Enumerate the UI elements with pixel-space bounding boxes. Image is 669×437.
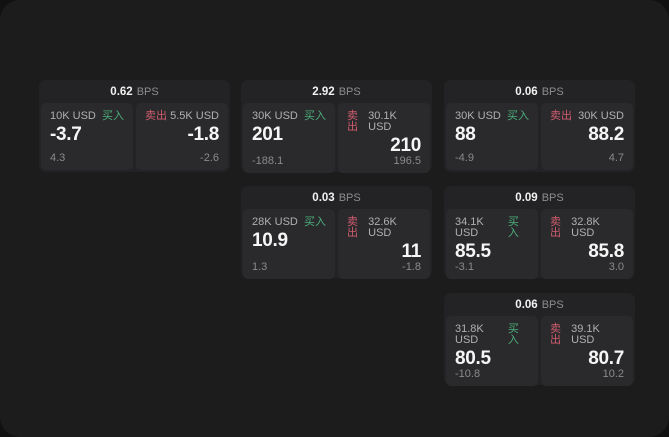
bps-unit-label: BPS: [541, 298, 564, 311]
sell-panel[interactable]: 卖出 32.8K USD 85.8 3.0: [541, 209, 633, 279]
buy-price: 80.5: [455, 348, 491, 369]
bps-unit-label: BPS: [541, 85, 564, 98]
card-header: 0.03 BPS: [243, 186, 430, 209]
sell-price: 85.8: [588, 241, 624, 262]
card-header: 2.92 BPS: [243, 80, 430, 103]
buy-panel[interactable]: 34.1K USD 买入 85.5 -3.1: [446, 209, 538, 279]
buy-price: 85.5: [455, 241, 491, 262]
sell-change: 4.7: [608, 152, 624, 164]
bps-card: 0.62 BPS 10K USD 买入 -3.7 4.3 卖出 5.5K USD…: [39, 80, 230, 172]
sell-label: 卖出: [347, 216, 358, 239]
sell-price: 11: [401, 241, 422, 262]
sell-amount: 30K USD: [578, 110, 624, 122]
sell-panel[interactable]: 卖出 5.5K USD -1.8 -2.6: [136, 103, 228, 170]
buy-price: 10.9: [252, 230, 288, 251]
sell-label: 卖出: [347, 110, 358, 133]
sell-panel[interactable]: 卖出 39.1K USD 80.7 10.2: [541, 316, 633, 386]
sell-label: 卖出: [550, 110, 572, 122]
quote-panels: 34.1K USD 买入 85.5 -3.1 卖出 32.8K USD 85.8…: [446, 209, 633, 279]
buy-panel[interactable]: 28K USD 买入 10.9 1.3: [243, 209, 335, 279]
bps-unit-label: BPS: [541, 191, 564, 204]
buy-panel[interactable]: 10K USD 买入 -3.7 4.3: [41, 103, 133, 170]
sell-change: 196.5: [393, 154, 421, 167]
buy-change: 4.3: [50, 152, 66, 164]
buy-panel[interactable]: 31.8K USD 买入 80.5 -10.8: [446, 316, 538, 386]
buy-amount: 30K USD: [252, 110, 298, 122]
sell-label: 卖出: [145, 110, 167, 122]
sell-panel[interactable]: 卖出 32.6K USD 11 -1.8: [338, 209, 430, 279]
sell-amount: 5.5K USD: [170, 110, 219, 122]
buy-amount: 34.1K USD: [455, 216, 484, 239]
card-header: 0.62 BPS: [41, 80, 228, 103]
buy-price: -3.7: [50, 124, 82, 145]
bps-value: 2.92: [312, 85, 335, 98]
bps-value: 0.06: [515, 85, 538, 98]
card-header: 0.09 BPS: [446, 186, 633, 209]
buy-change: 1.3: [252, 260, 268, 273]
sell-amount: 32.8K USD: [571, 216, 600, 239]
quote-panels: 31.8K USD 买入 80.5 -10.8 卖出 39.1K USD 80.…: [446, 316, 633, 386]
buy-label: 买入: [304, 216, 326, 228]
quote-panels: 28K USD 买入 10.9 1.3 卖出 32.6K USD 11 -1.8: [243, 209, 430, 279]
buy-label: 买入: [507, 216, 519, 239]
sell-amount: 32.6K USD: [368, 216, 397, 239]
buy-label: 买入: [507, 323, 519, 346]
quote-panels: 10K USD 买入 -3.7 4.3 卖出 5.5K USD -1.8 -2.…: [41, 103, 228, 170]
bps-card: 0.09 BPS 34.1K USD 买入 85.5 -3.1 卖出 32.8K…: [444, 186, 635, 279]
card-header: 0.06 BPS: [446, 293, 633, 316]
card-header: 0.06 BPS: [446, 80, 633, 103]
sell-price: 88.2: [588, 124, 624, 145]
sell-change: -1.8: [402, 260, 421, 273]
sell-amount: 30.1K USD: [368, 110, 397, 133]
bps-card: 0.06 BPS 31.8K USD 买入 80.5 -10.8 卖出 39.1…: [444, 293, 635, 386]
buy-change: -10.8: [455, 367, 481, 380]
bps-unit-label: BPS: [338, 85, 361, 98]
sell-label: 卖出: [550, 323, 561, 346]
buy-panel[interactable]: 30K USD 买入 201 -188.1: [243, 103, 335, 173]
sell-price: -1.8: [187, 124, 219, 145]
buy-amount: 10K USD: [50, 110, 96, 122]
bps-card: 2.92 BPS 30K USD 买入 201 -188.1 卖出 30.1K …: [241, 80, 432, 173]
bps-value: 0.09: [515, 191, 538, 204]
buy-change: -4.9: [455, 152, 474, 164]
bps-card: 0.03 BPS 28K USD 买入 10.9 1.3 卖出 32.6K US…: [241, 186, 432, 279]
sell-change: 10.2: [602, 367, 624, 380]
quote-panels: 30K USD 买入 88 -4.9 卖出 30K USD 88.2 4.7: [446, 103, 633, 170]
quote-panels: 30K USD 买入 201 -188.1 卖出 30.1K USD 210 1…: [243, 103, 430, 173]
bps-value: 0.06: [515, 298, 538, 311]
sell-change: 3.0: [608, 260, 624, 273]
sell-change: -2.6: [200, 152, 219, 164]
buy-amount: 31.8K USD: [455, 323, 484, 346]
buy-panel[interactable]: 30K USD 买入 88 -4.9: [446, 103, 538, 170]
buy-amount: 28K USD: [252, 216, 298, 228]
buy-amount: 30K USD: [455, 110, 501, 122]
buy-label: 买入: [102, 110, 124, 122]
buy-change: -3.1: [455, 260, 474, 273]
sell-amount: 39.1K USD: [571, 323, 600, 346]
sell-panel[interactable]: 卖出 30K USD 88.2 4.7: [541, 103, 633, 170]
buy-price: 88: [455, 124, 476, 145]
bps-value: 0.62: [110, 85, 133, 98]
sell-price: 210: [390, 135, 421, 156]
sell-price: 80.7: [588, 348, 624, 369]
buy-label: 买入: [304, 110, 326, 122]
sell-label: 卖出: [550, 216, 561, 239]
bps-unit-label: BPS: [338, 191, 361, 204]
bps-value: 0.03: [312, 191, 335, 204]
bps-unit-label: BPS: [136, 85, 159, 98]
bps-card: 0.06 BPS 30K USD 买入 88 -4.9 卖出 30K USD 8…: [444, 80, 635, 172]
buy-change: -188.1: [252, 154, 284, 167]
buy-label: 买入: [507, 110, 529, 122]
sell-panel[interactable]: 卖出 30.1K USD 210 196.5: [338, 103, 430, 173]
buy-price: 201: [252, 124, 283, 145]
